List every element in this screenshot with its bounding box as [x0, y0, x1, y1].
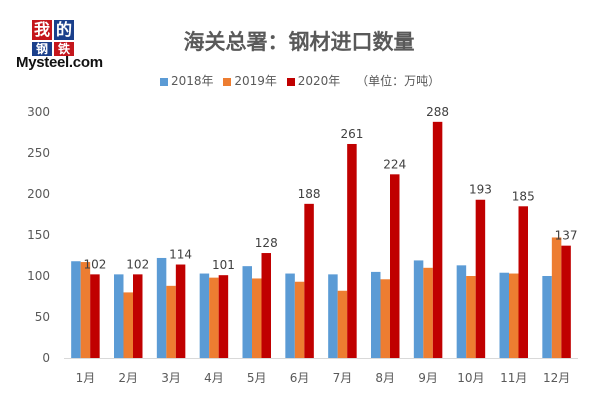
- bar: [114, 274, 124, 358]
- bar: [347, 143, 357, 358]
- chart-legend: 2018年 2019年 2020年 （单位：万吨）: [160, 72, 440, 89]
- bar: [337, 290, 348, 358]
- bar: [71, 261, 81, 358]
- bar: [242, 266, 252, 358]
- legend-swatch-2018: [160, 77, 168, 86]
- data-label: 193: [469, 183, 492, 197]
- logo-char-1: 我: [32, 20, 52, 40]
- data-label: 137: [555, 229, 578, 243]
- bar: [328, 274, 338, 358]
- bar: [551, 237, 562, 358]
- legend-swatch-2020: [286, 77, 295, 86]
- y-tick-label: 250: [27, 146, 50, 160]
- x-tick-label: 11月: [500, 371, 527, 385]
- bar: [218, 275, 229, 358]
- bar: [90, 274, 100, 358]
- bar: [432, 121, 443, 358]
- x-tick-label: 6月: [290, 371, 310, 385]
- y-tick-label: 0: [42, 351, 50, 365]
- legend-label-2019: 2019年: [234, 74, 277, 88]
- x-tick-label: 9月: [418, 371, 438, 385]
- legend-item-2018: 2018年: [160, 72, 214, 89]
- y-tick-label: 150: [27, 228, 50, 242]
- bar: [561, 245, 571, 358]
- bar: [123, 292, 133, 358]
- bar: [390, 174, 400, 358]
- bar: [518, 206, 528, 358]
- bar: [133, 274, 143, 358]
- data-label: 102: [126, 257, 149, 271]
- bar: [252, 278, 262, 358]
- bar: [542, 276, 552, 358]
- legend-item-2019: 2019年: [223, 72, 277, 89]
- logo-char-3: 钢: [32, 42, 52, 56]
- x-tick-label: 10月: [457, 371, 484, 385]
- unit-note: （单位：万吨）: [356, 74, 441, 88]
- data-label: 185: [512, 189, 535, 203]
- logo-char-2: 的: [54, 20, 74, 40]
- x-tick-label: 2月: [118, 371, 138, 385]
- data-label: 224: [383, 157, 406, 171]
- legend-swatch-2019: [223, 77, 232, 86]
- bar: [423, 267, 433, 358]
- logo-text: Mysteel.com: [16, 54, 103, 71]
- x-tick-label: 8月: [375, 371, 395, 385]
- bar: [209, 277, 219, 358]
- bar: [304, 203, 314, 358]
- data-label: 288: [426, 105, 449, 119]
- bar: [380, 279, 390, 358]
- bar: [371, 271, 381, 358]
- bar: [456, 265, 467, 358]
- x-tick-label: 5月: [247, 371, 267, 385]
- y-tick-label: 300: [27, 105, 50, 119]
- mysteel-logo: 我 的 钢 铁 Mysteel.com: [6, 6, 124, 72]
- bar: [175, 264, 186, 358]
- y-tick-label: 50: [35, 310, 50, 324]
- data-label: 188: [298, 187, 321, 201]
- bar: [285, 273, 295, 358]
- legend-label-2018: 2018年: [171, 74, 214, 88]
- x-tick-label: 7月: [333, 371, 353, 385]
- bar: [166, 285, 176, 358]
- chart-title: 海关总署：钢材进口数量: [183, 30, 415, 54]
- bar: [499, 272, 509, 358]
- x-tick-label: 3月: [161, 371, 181, 385]
- data-label: 102: [83, 257, 106, 271]
- data-label: 101: [212, 258, 235, 272]
- bar: [261, 253, 271, 358]
- data-label: 114: [169, 248, 192, 262]
- x-tick-label: 1月: [76, 371, 96, 385]
- bar: [475, 199, 486, 358]
- data-label: 261: [340, 127, 363, 141]
- bar: [294, 281, 305, 358]
- bar: [80, 262, 91, 358]
- bar: [466, 276, 476, 358]
- legend-item-2020: 2020年: [286, 72, 341, 89]
- logo-char-4: 铁: [54, 42, 74, 56]
- y-tick-label: 100: [27, 269, 50, 283]
- legend-label-2020: 2020年: [297, 74, 341, 88]
- data-label: 128: [255, 236, 278, 250]
- x-tick-label: 4月: [204, 371, 224, 385]
- bar: [413, 260, 424, 358]
- y-tick-label: 200: [27, 187, 50, 201]
- bar: [156, 257, 167, 358]
- bar: [509, 273, 519, 358]
- bar: [199, 273, 210, 358]
- x-tick-label: 12月: [543, 371, 570, 385]
